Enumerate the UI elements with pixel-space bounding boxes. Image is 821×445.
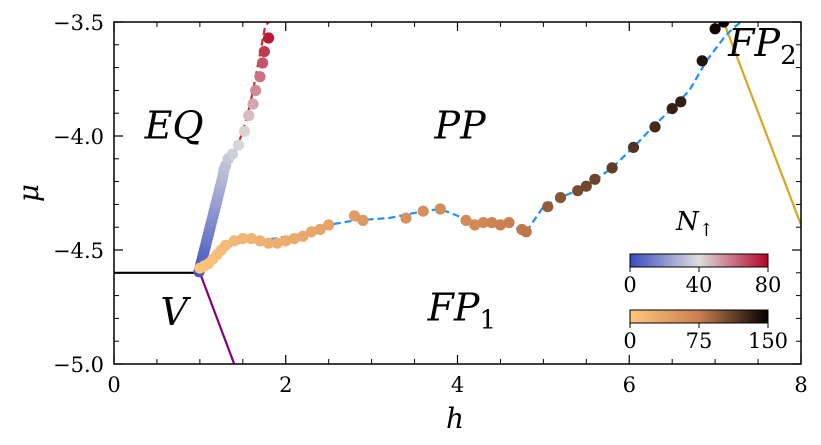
- pp-fp1-point: [460, 214, 472, 226]
- pp-fp1-point: [477, 217, 489, 229]
- eq-pp-point: [263, 32, 275, 44]
- fp2-boundary-line: [722, 22, 801, 226]
- pp-fp1-point: [469, 219, 481, 231]
- colorbars: N↑ 0 40 80 0 75 150: [623, 207, 788, 353]
- pp-fp1-point: [589, 173, 601, 185]
- y-tick-label: −5.0: [53, 353, 104, 377]
- pp-fp1-point: [709, 23, 721, 35]
- pp-fp1-point: [220, 239, 232, 251]
- y-tick-label: −4.5: [53, 239, 104, 263]
- colorbar-copper: [629, 309, 769, 324]
- pp-fp1-point: [520, 226, 532, 238]
- colorbar-title: N↑: [675, 207, 714, 241]
- colorbar-coolwarm: [629, 253, 769, 268]
- pp-fp1-point: [542, 201, 554, 213]
- pp-fp1-point: [494, 219, 506, 231]
- eq-pp-point: [258, 46, 270, 58]
- pp-fp1-point: [718, 22, 730, 28]
- pp-fp1-point: [554, 192, 567, 204]
- x-tick-label: 8: [794, 373, 807, 397]
- x-tick-label: 2: [279, 373, 292, 397]
- pp-fp1-point: [305, 226, 318, 238]
- pp-fp1-point: [572, 185, 584, 197]
- pp-fp1-point: [237, 233, 249, 245]
- colorbar-tick-label: 80: [755, 273, 782, 297]
- colorbar-tick-label: 40: [686, 273, 713, 297]
- pp-fp1-point: [400, 212, 412, 224]
- colorbar-tick-label: 150: [748, 329, 788, 353]
- eq-pp-point: [247, 98, 259, 110]
- pp-fp1-point: [297, 230, 309, 242]
- eq-pp-point: [243, 109, 255, 122]
- pp-fp1-point: [288, 233, 300, 245]
- pp-fp1-point: [627, 141, 640, 153]
- colorbar-tick-label: 75: [686, 329, 713, 353]
- eq-pp-point: [257, 57, 269, 69]
- pp-fp1-point: [280, 235, 292, 247]
- pp-fp1-point: [666, 103, 678, 115]
- pp-fp1-point: [314, 223, 326, 236]
- eq-pp-point: [226, 148, 239, 160]
- pp-fp1-point: [486, 217, 498, 229]
- pp-fp1-point: [696, 55, 708, 67]
- y-tick-label: −3.5: [53, 11, 104, 35]
- x-tick-label: 6: [623, 373, 636, 397]
- pp-fp1-point: [649, 121, 661, 133]
- x-axis-label: h: [446, 402, 464, 435]
- pp-fp1-point: [675, 96, 687, 108]
- region-label-eq: EQ: [144, 103, 204, 147]
- pp-fp1-point: [434, 203, 446, 215]
- pp-fp1-point: [254, 235, 266, 247]
- pp-fp1-point: [228, 235, 240, 247]
- region-label-pp: PP: [434, 103, 488, 147]
- region-labels: EQ PP V FP1 FP2: [144, 21, 797, 336]
- colorbar-tick-label: 0: [623, 273, 636, 297]
- data-points: [193, 22, 730, 278]
- v-fp1-boundary-line: [198, 272, 236, 364]
- pp-fp1-point: [245, 233, 257, 245]
- region-label-fp1: FP1: [427, 286, 496, 336]
- pp-fp1-point: [323, 219, 335, 231]
- pp-fp1-point: [417, 205, 429, 217]
- pp-fp1-point: [348, 210, 360, 222]
- y-tick-label: −4.0: [53, 125, 104, 149]
- region-label-v: V: [160, 290, 191, 334]
- x-tick-label: 0: [107, 373, 120, 397]
- eq-pp-point: [238, 125, 251, 137]
- eq-pp-point: [232, 139, 245, 151]
- pp-fp1-point: [357, 214, 369, 226]
- axis-ticks: 0 2 4 6 8 −3.5 −4.0 −4.5 −5.0: [53, 11, 808, 397]
- colorbar-tick-label: 0: [623, 329, 636, 353]
- pp-fp1-point: [271, 237, 283, 249]
- eq-pp-point: [250, 84, 262, 96]
- pp-fp1-point: [263, 237, 275, 249]
- pp-fp1-point: [503, 217, 515, 229]
- y-axis-label: μ: [12, 184, 45, 202]
- region-label-fp2: FP2: [727, 21, 796, 71]
- pp-fp1-point: [580, 180, 592, 192]
- x-tick-label: 4: [451, 373, 464, 397]
- eq-pp-point: [254, 71, 266, 83]
- pp-fp1-point: [606, 162, 618, 174]
